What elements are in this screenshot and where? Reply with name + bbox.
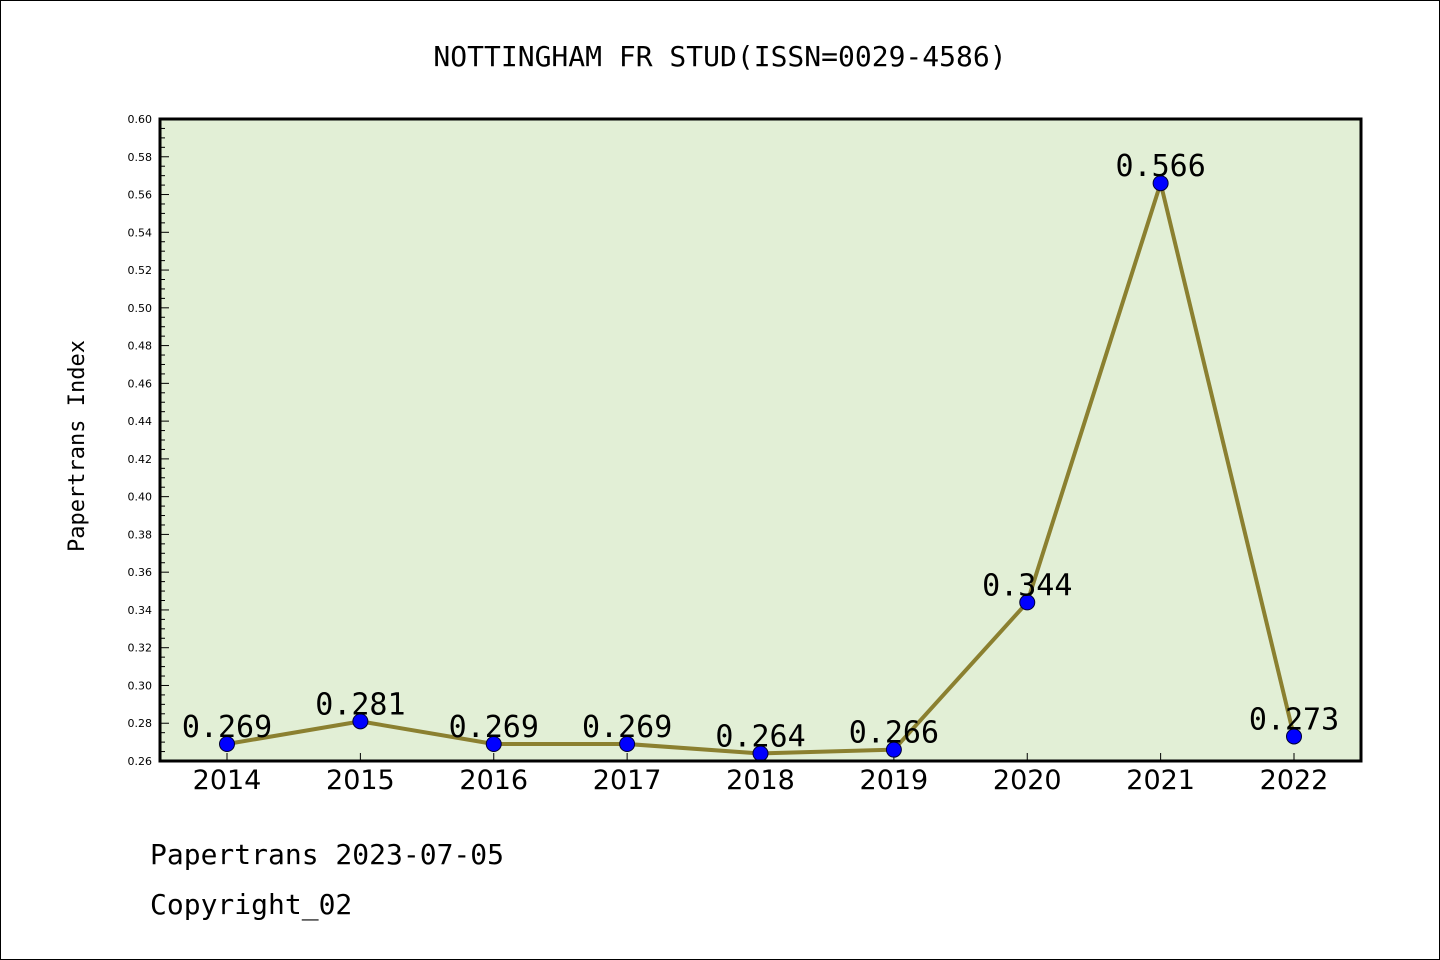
y-tick-label: 0.54 [128, 226, 153, 239]
y-axis: 0.26 0.28 0.30 0.32 0.34 0.36 0.38 0.40 0.42 0.44… [128, 113, 169, 768]
x-tick-label: 2016 [459, 765, 528, 796]
data-label: 0.264 [715, 719, 805, 754]
y-tick-label: 0.56 [128, 189, 153, 202]
y-tick-label: 0.48 [128, 340, 153, 353]
y-tick-label: 0.42 [128, 453, 153, 466]
data-point [219, 736, 235, 753]
y-tick-label: 0.44 [128, 415, 153, 428]
x-tick-label: 2014 [193, 765, 262, 796]
chart-title: NOTTINGHAM FR STUD(ISSN=0029-4586) [433, 40, 1006, 73]
footer-copyright-line: Copyright_02 [150, 888, 352, 922]
series-layer: 0.269 0.281 0.269 0.269 0.264 0.266 0.344 0.566… [182, 149, 1339, 762]
y-tick-label: 0.38 [128, 528, 153, 541]
data-point [885, 741, 902, 758]
plot-area [160, 119, 1361, 761]
data-label: 0.273 [1249, 702, 1339, 737]
plot-frame [158, 117, 1363, 763]
y-tick-label: 0.30 [128, 679, 153, 692]
y-tick-label: 0.52 [128, 264, 153, 277]
x-tick-label: 2018 [726, 765, 795, 796]
data-point [1019, 594, 1036, 611]
y-tick-label: 0.40 [128, 491, 153, 504]
y-tick-label: 0.36 [128, 566, 153, 579]
y-tick-label: 0.26 [128, 755, 153, 768]
data-point [1152, 175, 1169, 192]
y-tick-label: 0.60 [128, 113, 153, 126]
x-axis: 2014 2015 2016 2017 2018 2019 2020 2021 2022 [193, 753, 1329, 796]
data-point [1286, 728, 1302, 745]
data-label: 0.281 [315, 687, 405, 722]
footer-date-line: Papertrans 2023-07-05 [150, 838, 504, 871]
y-axis-label: Papertrans Index [65, 340, 90, 552]
data-point [352, 713, 369, 730]
y-tick-label: 0.28 [128, 717, 153, 730]
x-tick-label: 2017 [593, 765, 662, 796]
data-label: 0.269 [182, 710, 272, 745]
x-tick-label: 2021 [1126, 765, 1195, 796]
x-tick-label: 2019 [860, 765, 929, 796]
y-tick-label: 0.50 [128, 302, 153, 315]
data-point [619, 736, 636, 753]
y-tick-label: 0.58 [128, 151, 153, 164]
x-tick-label: 2015 [326, 765, 395, 796]
data-label: 0.266 [849, 716, 939, 751]
data-label: 0.566 [1115, 149, 1205, 184]
y-tick-label: 0.32 [128, 642, 153, 655]
x-tick-label: 2022 [1260, 765, 1329, 796]
data-point [485, 736, 502, 753]
data-label: 0.269 [582, 710, 672, 745]
x-tick-label: 2020 [993, 765, 1062, 796]
y-tick-label: 0.34 [128, 604, 153, 617]
data-label: 0.269 [449, 710, 539, 745]
data-label: 0.344 [982, 568, 1072, 603]
y-tick-label: 0.46 [128, 377, 153, 390]
